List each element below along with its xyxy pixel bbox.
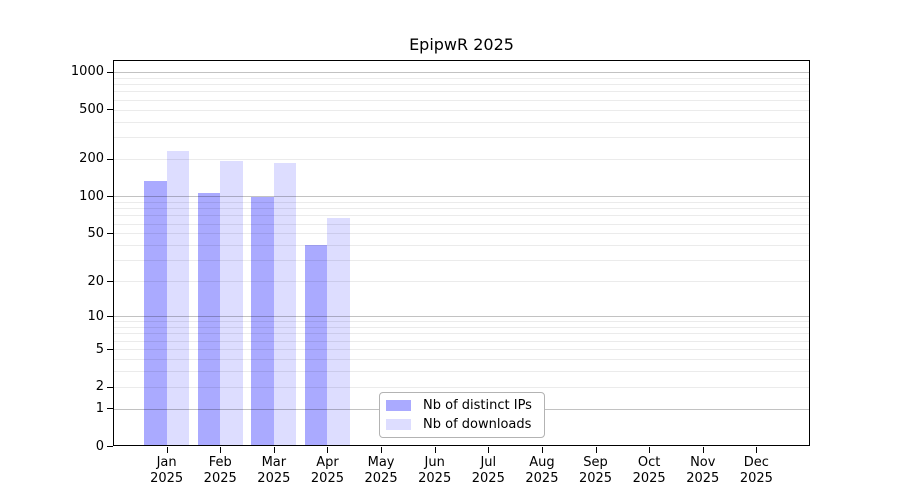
x-tick-label-jul: Jul 2025 <box>471 455 505 486</box>
bar-nb-of-downloads-feb <box>220 160 243 445</box>
legend-label-downloads: Nb of downloads <box>423 417 532 432</box>
y-tick-mark <box>107 408 113 410</box>
y-tick-mark <box>107 386 113 388</box>
x-tick-label-jun: Jun 2025 <box>418 455 452 486</box>
x-tick-label-may: May 2025 <box>364 455 398 486</box>
x-tick-label-sep: Sep 2025 <box>578 455 613 486</box>
bar-nb-of-downloads-apr <box>327 217 350 445</box>
y-tick-label: 10 <box>87 308 104 324</box>
x-tick-mark <box>273 447 275 453</box>
x-tick-mark <box>702 447 704 453</box>
y-tick-label: 5 <box>95 341 104 357</box>
x-tick-mark <box>327 447 329 453</box>
legend-swatch-distinct-ips <box>386 400 411 411</box>
y-tick-mark <box>107 233 113 235</box>
x-tick-label-aug: Aug 2025 <box>525 455 559 486</box>
x-tick-mark <box>488 447 490 453</box>
x-tick-mark <box>220 447 222 453</box>
legend-item-distinct-ips: Nb of distinct IPs <box>386 398 536 413</box>
x-tick-mark <box>166 447 168 453</box>
x-tick-label-mar: Mar 2025 <box>257 455 291 486</box>
legend-label-distinct-ips: Nb of distinct IPs <box>423 398 532 413</box>
y-tick-label: 50 <box>87 225 104 241</box>
bar-nb-of-downloads-jan <box>166 151 190 445</box>
y-tick-mark <box>107 281 113 283</box>
y-tick-label: 1 <box>95 400 104 416</box>
legend: Nb of distinct IPs Nb of downloads <box>379 392 545 438</box>
bar-nb-of-distinct-ips-mar <box>251 197 274 445</box>
x-tick-mark <box>434 447 436 453</box>
legend-swatch-downloads <box>386 419 411 430</box>
x-tick-label-oct: Oct 2025 <box>632 455 666 486</box>
bar-nb-of-distinct-ips-apr <box>304 244 328 445</box>
x-tick-mark <box>541 447 543 453</box>
x-tick-label-jan: Jan 2025 <box>150 455 184 486</box>
y-tick-mark <box>107 158 113 160</box>
bar-nb-of-downloads-mar <box>273 163 297 445</box>
y-tick-label: 200 <box>79 151 104 167</box>
y-tick-mark <box>107 316 113 318</box>
y-tick-label: 500 <box>79 101 104 117</box>
y-tick-label: 0 <box>95 438 104 454</box>
x-tick-label-apr: Apr 2025 <box>310 455 344 486</box>
x-tick-label-nov: Nov 2025 <box>686 455 720 486</box>
bar-nb-of-distinct-ips-jan <box>144 180 167 445</box>
y-tick-label: 1000 <box>70 64 104 80</box>
x-tick-label-feb: Feb 2025 <box>203 455 237 486</box>
x-tick-label-dec: Dec 2025 <box>739 455 773 486</box>
x-tick-mark <box>756 447 758 453</box>
y-tick-mark <box>107 196 113 198</box>
x-tick-mark <box>381 447 383 453</box>
y-tick-label: 20 <box>87 273 104 289</box>
y-tick-label: 2 <box>95 379 104 395</box>
x-tick-mark <box>649 447 651 453</box>
x-tick-mark <box>595 447 597 453</box>
y-tick-label: 100 <box>79 188 104 204</box>
chart-title: EpipwR 2025 <box>409 35 514 54</box>
y-tick-mark <box>107 71 113 73</box>
y-tick-mark <box>107 446 113 447</box>
legend-item-downloads: Nb of downloads <box>386 417 536 432</box>
bar-nb-of-distinct-ips-feb <box>197 193 221 445</box>
y-tick-mark <box>107 349 113 350</box>
y-tick-mark <box>107 109 113 111</box>
